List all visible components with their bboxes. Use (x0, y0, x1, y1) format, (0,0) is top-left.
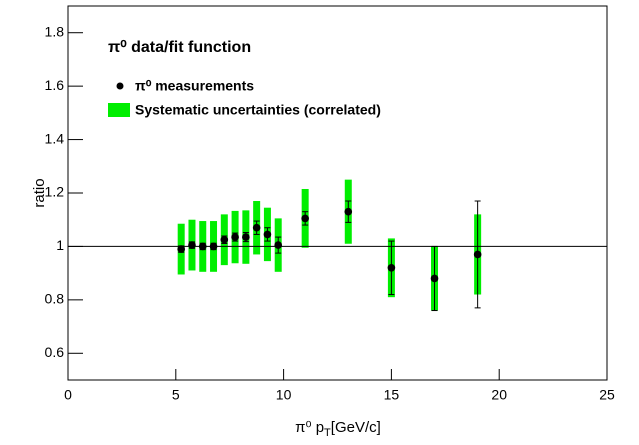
plot-frame (67, 5, 608, 381)
x-tick-label: 10 (276, 387, 292, 403)
data-point (220, 235, 229, 244)
x-tick-label: 25 (599, 387, 615, 403)
y-tick-label: 1.6 (45, 77, 65, 93)
legend-label: π⁰ measurements (135, 78, 254, 94)
data-point (430, 274, 439, 283)
y-tick-label: 1.2 (45, 184, 65, 200)
x-label-main: π⁰ p (295, 419, 324, 436)
data-point (301, 214, 309, 223)
y-tick-label: 1.4 (45, 130, 65, 146)
x-label-sub: T (324, 427, 331, 439)
x-tick-label: 20 (491, 387, 507, 403)
data-point (209, 242, 218, 251)
data-point (198, 242, 207, 251)
legend-swatch (108, 103, 130, 117)
chart-title: π⁰ data/fit function (108, 39, 251, 56)
data-point (242, 233, 250, 241)
y-tick-label: 1 (56, 237, 64, 253)
y-axis-label: ratio (31, 178, 48, 207)
data-point (387, 264, 396, 272)
data-point (274, 241, 283, 249)
data-point (263, 230, 272, 239)
legend-label: Systematic uncertainties (correlated) (135, 102, 381, 118)
data-point (252, 223, 261, 232)
x-label-unit: [GeV/c] (331, 419, 381, 436)
y-tick-label: 1.8 (45, 23, 65, 39)
x-tick-label: 0 (64, 387, 72, 403)
data-point (231, 233, 239, 241)
data-point (344, 207, 353, 216)
x-tick-label: 5 (172, 387, 180, 403)
y-tick-label: 0.6 (45, 344, 65, 360)
legend-marker (116, 82, 124, 90)
x-axis-label: π⁰ pT[GeV/c] (295, 419, 381, 439)
x-tick-label: 15 (384, 387, 400, 403)
data-point (177, 245, 185, 253)
data-point (188, 241, 196, 249)
data-point (473, 250, 482, 259)
y-tick-label: 0.8 (45, 291, 65, 307)
